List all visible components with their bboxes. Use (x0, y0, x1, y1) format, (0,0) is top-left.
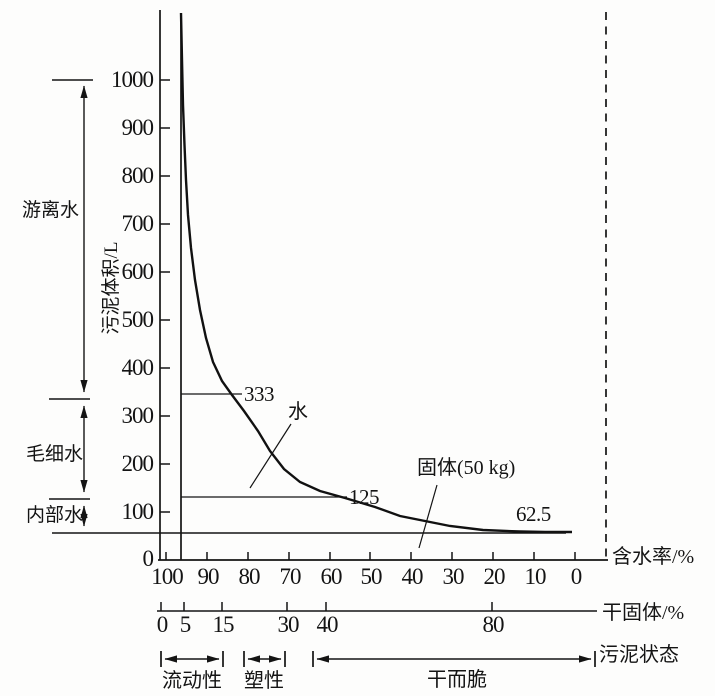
state-plastic-label: 塑性 (244, 670, 284, 692)
state-dry-brittle-label: 干而脆 (427, 669, 487, 691)
internal-water-label: 内部水 (26, 505, 84, 526)
ds-tick-0: 0 (156, 612, 169, 637)
sludge-volume-curve (179, 12, 572, 534)
ds-tick-30: 30 (277, 612, 300, 637)
y-tick-900: 900 (121, 115, 155, 140)
y-tick-200: 200 (121, 451, 155, 476)
dry-solids-axis-title: 干固体/% (602, 602, 685, 624)
x-tick-60: 60 (320, 564, 343, 589)
x-tick-10: 10 (524, 564, 547, 589)
ds-tick-40: 40 (316, 612, 339, 637)
x-axis-ticks (165, 552, 576, 560)
ds-tick-80: 80 (482, 612, 505, 637)
y-origin-label: 0 (142, 546, 155, 571)
y-tick-600: 600 (121, 259, 155, 284)
state-axis-title: 污泥状态 (599, 644, 679, 666)
ref-label-333: 333 (244, 382, 275, 406)
y-tick-400: 400 (121, 355, 155, 380)
ref-label-62-5: 62.5 (516, 502, 551, 526)
y-tick-500: 500 (121, 307, 155, 332)
x-tick-80: 80 (238, 564, 261, 589)
x-tick-30: 30 (442, 564, 465, 589)
x-axis-title: 含水率/% (612, 546, 695, 568)
water-bracket-bars (49, 79, 93, 500)
capillary-water-label: 毛细水 (26, 444, 84, 465)
ref-label-125: 125 (349, 485, 380, 509)
water-leader-line (249, 423, 292, 489)
y-tick-300: 300 (121, 403, 155, 428)
y-tick-700: 700 (121, 211, 155, 236)
water-area-label: 水 (288, 401, 308, 423)
y-axis-title: 污泥体积/L (101, 241, 123, 335)
dry-solids-ticks (160, 602, 493, 611)
state-zone-bars (160, 651, 596, 667)
y-tick-1000: 1000 (111, 67, 154, 92)
x-tick-40: 40 (401, 564, 424, 589)
y-axis-ticks (160, 79, 170, 513)
y-tick-800: 800 (121, 163, 155, 188)
solids-leader-line (418, 484, 438, 549)
x-tick-20: 20 (483, 564, 506, 589)
ds-tick-15: 15 (212, 612, 235, 637)
solids-area-label: 固体(50 kg) (417, 457, 516, 479)
x-tick-70: 70 (279, 564, 302, 589)
state-fluid-label: 流动性 (162, 670, 222, 692)
x-tick-50: 50 (360, 564, 383, 589)
x-tick-0: 0 (570, 564, 583, 589)
ds-tick-5: 5 (179, 612, 192, 637)
x-tick-90: 90 (197, 564, 220, 589)
x-tick-100: 100 (151, 564, 184, 589)
y-tick-100: 100 (121, 499, 155, 524)
free-water-label: 游离水 (22, 200, 80, 221)
